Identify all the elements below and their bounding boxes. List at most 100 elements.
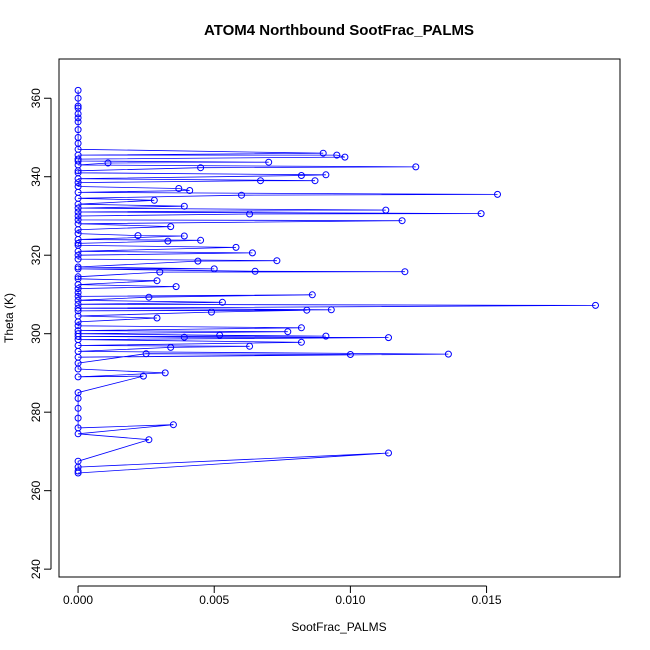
y-axis-label: Theta (K) — [2, 293, 16, 343]
data-point — [74, 312, 82, 320]
data-point — [172, 283, 180, 291]
data-point — [74, 265, 82, 273]
data-point — [592, 301, 599, 309]
plot-frame — [58, 58, 621, 578]
data-point — [161, 369, 169, 377]
data-point — [164, 237, 172, 245]
data-point — [74, 404, 82, 412]
data-point — [74, 327, 82, 335]
data-point — [134, 232, 142, 240]
data-point — [74, 204, 82, 212]
data-point — [297, 172, 305, 179]
data-point — [311, 177, 319, 185]
data-point — [74, 212, 82, 220]
data-point — [142, 350, 150, 358]
data-point — [153, 314, 161, 322]
data-point — [150, 196, 158, 204]
data-point — [74, 467, 82, 475]
data-point — [180, 333, 188, 341]
y-axis-ticks: 240 260 280 300 320 340 360 — [29, 88, 51, 579]
data-point — [197, 164, 205, 172]
data-point — [284, 328, 292, 336]
data-point — [398, 217, 406, 225]
data-point — [74, 239, 82, 247]
data-point — [218, 298, 226, 306]
data-point — [186, 187, 194, 194]
x-tick-label: 0.000 — [63, 593, 93, 607]
data-point — [74, 183, 82, 190]
series-layer — [74, 86, 599, 477]
data-point — [385, 334, 392, 342]
data-point — [385, 449, 392, 457]
data-point — [74, 118, 82, 126]
data-point — [74, 104, 82, 112]
data-point — [74, 134, 82, 141]
data-point — [104, 159, 112, 167]
data-point — [74, 424, 82, 432]
series-line — [77, 90, 596, 474]
data-point — [74, 102, 82, 110]
data-point — [251, 267, 259, 275]
data-point — [74, 285, 82, 293]
data-point — [74, 300, 82, 308]
data-point — [74, 94, 82, 102]
data-point — [74, 169, 82, 177]
data-point — [153, 277, 161, 285]
y-tick-label: 280 — [29, 402, 43, 422]
data-point — [382, 206, 390, 214]
data-point — [74, 292, 82, 300]
data-point — [197, 236, 205, 244]
data-point — [74, 263, 82, 271]
data-point — [74, 304, 82, 312]
data-point — [145, 293, 153, 301]
y-tick-label: 360 — [29, 88, 43, 108]
data-point — [139, 372, 147, 380]
y-tick-label: 260 — [29, 480, 43, 500]
data-point — [246, 210, 254, 218]
data-point — [444, 350, 452, 358]
x-axis-label: SootFrac_PALMS — [291, 620, 386, 634]
data-point — [297, 324, 305, 332]
data-point — [145, 436, 153, 444]
data-point — [156, 268, 164, 276]
data-point — [308, 291, 316, 299]
data-point — [74, 330, 82, 338]
data-point — [74, 296, 82, 304]
data-point — [74, 208, 82, 216]
data-point — [232, 243, 240, 251]
data-point — [210, 265, 218, 273]
data-point — [74, 389, 82, 397]
data-point — [74, 322, 82, 330]
data-point — [265, 158, 273, 166]
data-point — [74, 457, 82, 465]
data-point — [477, 210, 485, 218]
data-point — [303, 306, 311, 314]
y-tick-label: 300 — [29, 323, 43, 343]
data-point — [494, 190, 501, 198]
data-point — [327, 306, 335, 314]
data-point — [248, 249, 256, 257]
data-point — [333, 151, 341, 159]
data-point — [341, 153, 349, 161]
data-point — [194, 257, 202, 265]
data-point — [273, 257, 281, 265]
data-point — [216, 331, 224, 339]
y-tick-label: 340 — [29, 166, 43, 186]
data-point — [74, 289, 82, 296]
data-point — [167, 343, 175, 351]
data-point — [175, 185, 183, 192]
data-point — [246, 342, 254, 350]
data-point — [319, 149, 327, 157]
data-point — [167, 223, 175, 231]
data-point — [74, 230, 82, 238]
data-point — [74, 155, 82, 163]
data-point — [401, 268, 409, 276]
data-point — [74, 179, 82, 187]
data-point — [257, 177, 264, 185]
data-point — [74, 414, 82, 422]
data-point — [74, 220, 82, 228]
data-point — [322, 171, 330, 179]
x-tick-label: 0.015 — [472, 593, 502, 607]
data-point — [180, 232, 188, 240]
